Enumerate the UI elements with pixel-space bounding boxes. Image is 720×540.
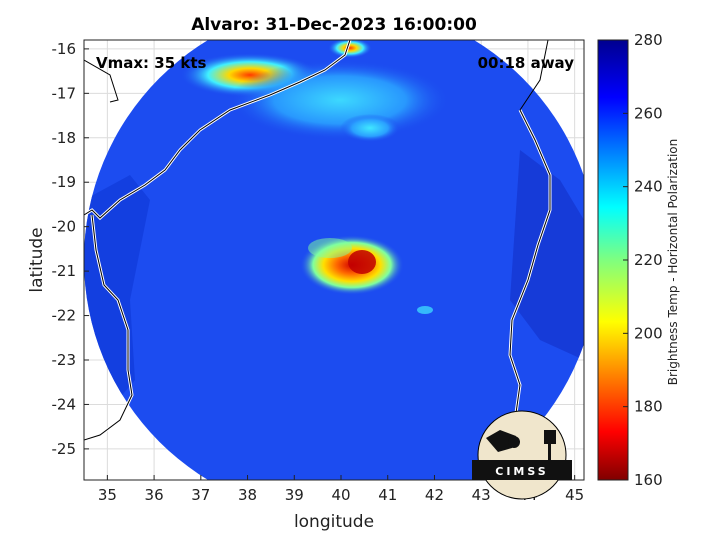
cloud-speck (417, 306, 433, 314)
colorbar-axis: 160 180 200 220 240 260 280 (623, 31, 663, 489)
x-tick-label: 43 (472, 486, 491, 504)
y-tick-label: -18 (52, 129, 77, 147)
y-tick-label: -24 (52, 395, 77, 413)
cloud-top (328, 40, 372, 58)
colorbar-tick-label: 180 (634, 398, 663, 416)
logo-text: CIMSS (495, 465, 548, 478)
y-tick-label: -20 (52, 218, 77, 236)
cloud-patch (340, 114, 400, 142)
coastline-nw (84, 59, 119, 103)
x-tick-label: 37 (191, 486, 210, 504)
colorbar-tick-label: 220 (634, 251, 663, 269)
y-tick-label: -17 (52, 84, 77, 102)
time-away-annotation: 00:18 away (478, 54, 575, 72)
x-tick-label: 35 (98, 486, 117, 504)
y-tick-label: -22 (52, 307, 77, 325)
coastline-ne (519, 40, 549, 111)
x-tick-label: 38 (238, 486, 257, 504)
colorbar-label: Brightness Temp - Horizontal Polarizatio… (666, 139, 680, 386)
coastline-west (84, 214, 133, 441)
x-tick-label: 36 (145, 486, 164, 504)
x-tick-label: 42 (425, 486, 444, 504)
storm-center (348, 250, 376, 274)
x-tick-label: 40 (331, 486, 350, 504)
swath-features (84, 40, 584, 440)
y-tick-label: -23 (52, 351, 77, 369)
x-tick-label: 41 (378, 486, 397, 504)
coastline-north (84, 40, 351, 219)
y-tick-label: -16 (52, 40, 77, 58)
storm-arm (308, 238, 352, 258)
land-warm-east (510, 150, 584, 360)
colorbar-tick-label: 280 (634, 31, 663, 49)
y-axis: -16 -17 -18 -19 -20 -21 -22 -23 -24 -25 (52, 40, 89, 458)
y-tick-label: -25 (52, 440, 77, 458)
colorbar-tick-label: 260 (634, 104, 663, 122)
x-tick-label: 45 (565, 486, 584, 504)
colorbar-tick-label: 160 (634, 471, 663, 489)
coastline-madagascar (499, 109, 551, 446)
colorbar-tick-label: 240 (634, 178, 663, 196)
colorbar-tick-label: 200 (634, 324, 663, 342)
y-tick-label: -19 (52, 173, 77, 191)
y-axis-label: latitude (27, 227, 47, 292)
chart-title: Alvaro: 31-Dec-2023 16:00:00 (191, 15, 477, 35)
tower-icon (544, 430, 556, 444)
x-axis-label: longitude (294, 512, 374, 532)
y-tick-label: -21 (52, 262, 77, 280)
swath-layer (84, 40, 584, 480)
plot-frame (83, 39, 585, 481)
cimss-logo: CIMSS (472, 410, 572, 500)
dish-icon (486, 430, 516, 452)
vmax-annotation: Vmax: 35 kts (96, 54, 206, 72)
cloud-band-cyan (230, 60, 450, 140)
x-tick-label: 39 (285, 486, 304, 504)
